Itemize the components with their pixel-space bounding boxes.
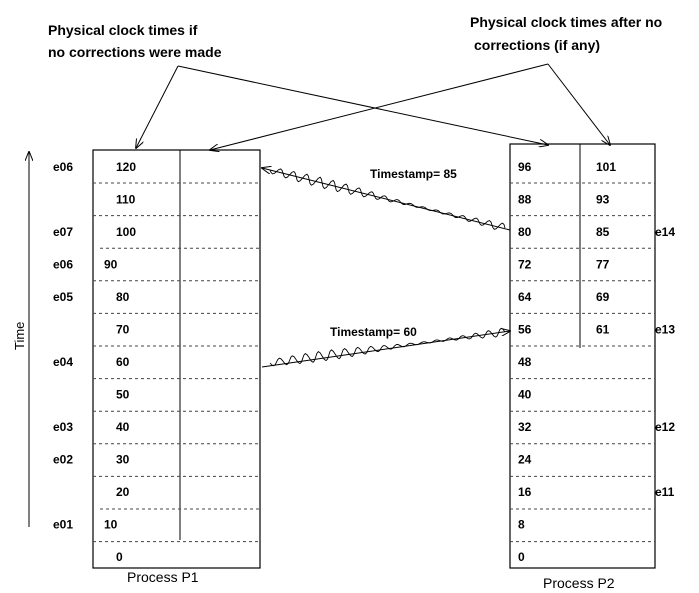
pointer-right-to-p2: [547, 63, 610, 145]
p2-clock-value: 48: [518, 355, 532, 369]
p1-clock-value: 70: [116, 323, 130, 337]
message-2-label: Timestamp= 60: [330, 325, 417, 339]
p2-event-label: e13: [655, 323, 675, 337]
p1-clock-value: 60: [116, 355, 130, 369]
pointer-left-to-p1: [136, 65, 179, 148]
p1-clock-value: 0: [116, 550, 123, 564]
message-2-wavy-line: [269, 327, 506, 367]
p2-clock-value: 32: [518, 420, 532, 434]
pointer-left-to-p2: [177, 65, 548, 145]
process-p2-name: Process P2: [543, 575, 615, 591]
process-p2-box: [509, 143, 656, 569]
p2-clock-value: 64: [518, 290, 532, 304]
p2-corrected-value: 93: [596, 193, 610, 207]
p1-event-label: e07: [53, 225, 73, 239]
p2-event-label: e12: [655, 420, 675, 434]
p1-clock-value: 50: [116, 388, 130, 402]
message-1-wavy-line: [269, 168, 506, 230]
process-p1-box: [92, 149, 261, 569]
p2-clock-value: 96: [518, 160, 532, 174]
p1-event-label: e06: [53, 258, 73, 272]
time-axis-label: Time: [12, 322, 27, 350]
p2-corrected-value: 85: [596, 225, 610, 239]
p1-event-label: e01: [53, 518, 73, 532]
p2-clock-value: 8: [518, 518, 525, 532]
p2-corrected-value: 101: [596, 160, 616, 174]
p1-event-label: e06: [53, 160, 73, 174]
message-2-arrow: [261, 331, 510, 368]
p1-clock-value: 20: [116, 485, 130, 499]
p2-event-label: e11: [655, 485, 675, 499]
p2-corrected-value: 61: [596, 323, 610, 337]
p2-corrected-value: 77: [596, 258, 610, 272]
caption-right-line1: Physical clock times after no: [470, 14, 662, 30]
p2-clock-value: 80: [518, 225, 532, 239]
p2-clock-value: 56: [518, 323, 532, 337]
p1-clock-value: 80: [116, 290, 130, 304]
pointer-right-to-p1: [210, 63, 549, 150]
message-1-label: Timestamp= 85: [370, 167, 457, 181]
p1-clock-value: 30: [116, 453, 130, 467]
p1-event-label: e02: [53, 453, 73, 467]
p2-clock-value: 88: [518, 193, 532, 207]
caption-left-line1: Physical clock times if: [48, 22, 198, 38]
p2-clock-value: 40: [518, 388, 532, 402]
p2-event-label: e14: [655, 225, 675, 239]
p1-clock-value: 120: [116, 160, 136, 174]
p1-clock-value: 40: [116, 420, 130, 434]
p2-clock-value: 72: [518, 258, 532, 272]
p2-corrected-value: 69: [596, 290, 610, 304]
message-1-arrow: [262, 168, 511, 231]
p1-clock-value: 110: [116, 193, 136, 207]
p1-clock-value: 10: [104, 518, 118, 532]
p1-event-label: e04: [53, 355, 73, 369]
process-p1-events: e06 e07 e06 e05 e04 e03 e02 e01: [53, 160, 73, 532]
p1-event-label: e03: [53, 420, 73, 434]
p2-clock-value: 16: [518, 485, 532, 499]
p1-event-label: e05: [53, 290, 73, 304]
p2-clock-value: 0: [518, 550, 525, 564]
caption-left-line2: no corrections were made: [48, 44, 222, 60]
p2-clock-value: 24: [518, 453, 532, 467]
process-p2-events: e14 e13 e12 e11: [655, 225, 675, 499]
caption-right-line2: corrections (if any): [474, 37, 600, 53]
process-p1-name: Process P1: [127, 569, 199, 585]
p1-clock-value: 100: [116, 225, 136, 239]
p1-clock-value: 90: [104, 258, 118, 272]
